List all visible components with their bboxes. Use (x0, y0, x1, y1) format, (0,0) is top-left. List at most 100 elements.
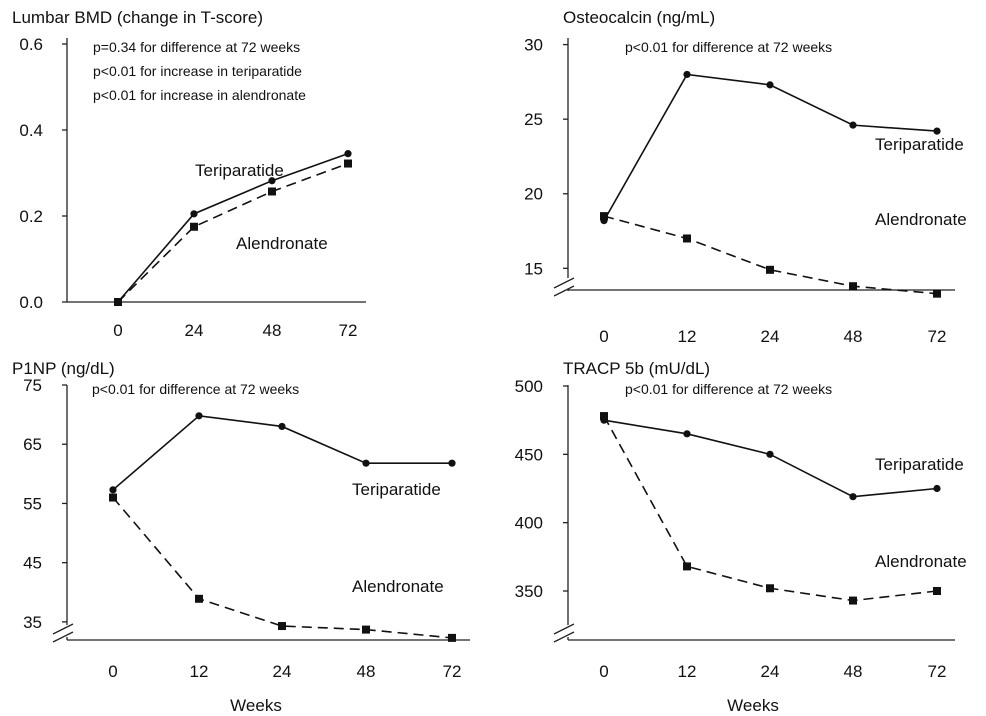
data-point-alendronate (109, 493, 117, 502)
annotation: p<0.01 for difference at 72 weeks (92, 381, 299, 397)
x-tick-label: 72 (928, 327, 947, 346)
data-point-teriparatide (933, 127, 941, 135)
data-point-teriparatide (849, 493, 857, 501)
x-tick-label: 48 (263, 321, 282, 340)
data-point-teriparatide (766, 81, 774, 89)
panel-title: Lumbar BMD (change in T-score) (12, 8, 263, 27)
x-tick-label: 48 (844, 662, 863, 681)
y-tick-label: 0.0 (19, 293, 43, 312)
data-point-alendronate (766, 584, 774, 593)
data-point-teriparatide (109, 486, 117, 494)
data-point-teriparatide (344, 150, 352, 158)
data-point-alendronate (190, 222, 198, 231)
data-point-alendronate (278, 622, 286, 631)
x-tick-label: 72 (443, 662, 462, 681)
y-tick-label: 65 (23, 435, 42, 454)
series-label-alendronate: Alendronate (236, 234, 328, 253)
series-line-alendronate (603, 215, 938, 295)
panel-osteocalcin: Osteocalcin (ng/mL) p<0.01 for differenc… (524, 8, 967, 346)
data-point-alendronate (114, 298, 122, 306)
x-axis-label: Weeks (230, 696, 282, 715)
annotation: p<0.01 for difference at 72 weeks (625, 39, 832, 55)
data-point-alendronate (849, 596, 857, 605)
y-tick-label: 0.6 (19, 35, 43, 54)
data-point-teriparatide (362, 459, 370, 467)
series-label-alendronate: Alendronate (352, 577, 444, 596)
x-tick-label: 24 (761, 662, 780, 681)
x-tick-label: 12 (190, 662, 209, 681)
data-point-teriparatide (268, 177, 276, 185)
x-tick-label: 0 (599, 662, 608, 681)
x-tick-label: 24 (185, 321, 204, 340)
data-point-teriparatide (766, 450, 774, 458)
y-tick-label: 55 (23, 494, 42, 513)
annotation: p<0.01 for difference at 72 weeks (625, 381, 832, 397)
panel-tracp-5b: TRACP 5b (mU/dL) p<0.01 for difference a… (515, 359, 967, 715)
data-point-alendronate (933, 587, 941, 595)
series-label-teriparatide: Teriparatide (875, 455, 964, 474)
axis-break-mark (553, 277, 575, 289)
x-tick-label: 12 (678, 662, 697, 681)
annotation: p<0.01 for increase in alendronate (93, 87, 306, 103)
panel-title: P1NP (ng/dL) (12, 359, 115, 378)
data-point-teriparatide (683, 70, 691, 79)
data-point-teriparatide (278, 422, 286, 431)
data-point-teriparatide (195, 412, 203, 420)
series-line-teriparatide (117, 152, 349, 303)
x-tick-label: 0 (599, 327, 608, 346)
data-point-alendronate (766, 265, 774, 274)
series-label-alendronate: Alendronate (875, 552, 967, 571)
data-point-alendronate (600, 412, 608, 421)
series-label-alendronate: Alendronate (875, 210, 967, 229)
data-point-alendronate (683, 562, 691, 571)
data-point-teriparatide (683, 430, 691, 438)
data-point-alendronate (195, 594, 203, 603)
axis-break-mark (553, 631, 575, 643)
y-tick-label: 45 (23, 554, 42, 573)
y-tick-label: 400 (515, 514, 543, 533)
x-tick-label: 72 (339, 321, 358, 340)
series-line-alendronate (603, 415, 938, 602)
annotation: p=0.34 for difference at 72 weeks (93, 39, 300, 55)
x-axis-label: Weeks (727, 696, 779, 715)
y-tick-label: 20 (524, 185, 543, 204)
x-tick-label: 24 (761, 327, 780, 346)
data-point-alendronate (362, 625, 370, 634)
y-tick-label: 450 (515, 445, 543, 464)
panel-p1np: P1NP (ng/dL) p<0.01 for difference at 72… (12, 359, 470, 715)
x-tick-label: 12 (678, 327, 697, 346)
panel-title: Osteocalcin (ng/mL) (563, 8, 715, 27)
data-point-teriparatide (448, 459, 456, 467)
y-tick-label: 15 (524, 259, 543, 278)
data-point-alendronate (600, 212, 608, 221)
y-tick-label: 30 (524, 36, 543, 55)
series-label-teriparatide: Teriparatide (352, 480, 441, 499)
data-point-teriparatide (190, 210, 198, 218)
panel-lumbar-bmd: Lumbar BMD (change in T-score) p=0.34 fo… (12, 8, 366, 340)
series-line-alendronate (117, 162, 349, 303)
series-label-teriparatide: Teriparatide (875, 135, 964, 154)
y-tick-label: 75 (23, 376, 42, 395)
y-tick-label: 25 (524, 110, 543, 129)
y-tick-label: 0.2 (19, 207, 43, 226)
data-point-alendronate (683, 234, 691, 243)
data-point-teriparatide (933, 484, 941, 493)
data-point-alendronate (268, 187, 276, 196)
x-tick-label: 72 (928, 662, 947, 681)
y-tick-label: 500 (515, 377, 543, 396)
x-tick-label: 0 (108, 662, 117, 681)
series-line-alendronate (112, 497, 453, 639)
y-tick-label: 35 (23, 613, 42, 632)
annotation: p<0.01 for increase in teriparatide (93, 63, 302, 79)
data-point-teriparatide (849, 121, 857, 129)
data-point-alendronate (448, 633, 456, 642)
x-tick-label: 48 (844, 327, 863, 346)
data-point-alendronate (933, 289, 941, 298)
axis-break-mark (553, 285, 575, 297)
series-label-teriparatide: Teriparatide (195, 161, 284, 180)
x-tick-label: 0 (113, 321, 122, 340)
panel-title: TRACP 5b (mU/dL) (563, 359, 710, 378)
axis-break-mark (52, 623, 74, 635)
x-tick-label: 48 (357, 662, 376, 681)
